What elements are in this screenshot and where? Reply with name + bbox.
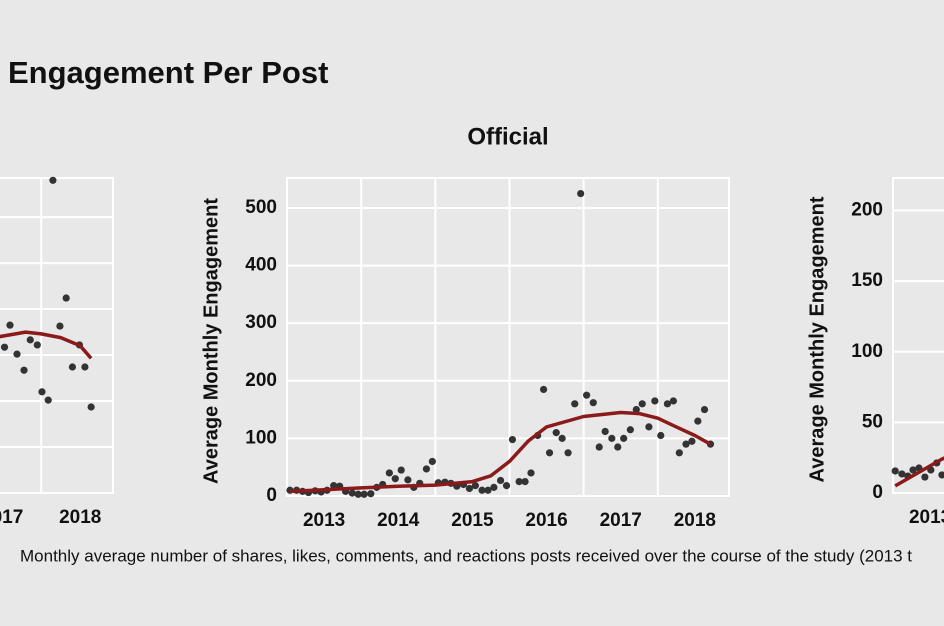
trend-line	[289, 410, 712, 494]
trend-line	[0, 330, 93, 360]
x-tick-label: 2014	[377, 510, 420, 531]
point	[564, 449, 572, 457]
point	[44, 396, 52, 404]
point	[81, 363, 89, 371]
point	[898, 470, 906, 478]
point	[539, 385, 548, 394]
point	[428, 457, 436, 466]
point	[909, 466, 917, 474]
point	[601, 427, 609, 436]
y-tick-label: 500	[245, 197, 277, 218]
point	[688, 437, 696, 445]
y-axis-label: Average Monthly Engagement	[200, 198, 222, 484]
point	[391, 475, 399, 483]
point	[891, 467, 899, 475]
point	[675, 449, 683, 457]
point	[663, 400, 672, 408]
point	[608, 434, 616, 442]
trend-line	[894, 456, 944, 488]
point	[700, 405, 709, 414]
y-tick-label: 400	[245, 255, 277, 276]
point	[571, 400, 579, 408]
point	[921, 473, 929, 481]
point	[589, 399, 597, 407]
point	[404, 476, 412, 484]
point	[33, 341, 41, 349]
point	[694, 417, 702, 425]
x-tick-label: 2015	[451, 510, 494, 531]
point	[490, 483, 498, 491]
plot-border	[0, 177, 114, 494]
point	[49, 176, 57, 184]
x-tick-label: 2013	[909, 507, 944, 528]
point	[354, 490, 362, 498]
point	[478, 486, 486, 494]
point	[657, 431, 665, 440]
point	[360, 490, 368, 498]
point	[62, 294, 70, 302]
x-tick-label: 2018	[59, 507, 101, 528]
y-tick-label: 200	[851, 200, 883, 221]
panel-title: Official	[467, 123, 548, 150]
y-tick-label: 100	[245, 427, 277, 448]
figure-title: Engagement Per Post	[8, 55, 328, 90]
y-tick-label: 150	[851, 270, 883, 291]
point	[0, 343, 9, 351]
point	[348, 489, 356, 497]
point	[422, 465, 431, 473]
y-tick-label: 100	[851, 341, 883, 362]
point	[638, 400, 646, 408]
y-tick-label: 0	[266, 485, 277, 506]
point	[620, 434, 628, 442]
point	[552, 429, 560, 437]
point	[558, 434, 566, 442]
y-tick-label: 50	[862, 411, 883, 432]
point	[367, 490, 375, 498]
point	[577, 189, 585, 198]
point	[669, 397, 677, 405]
point	[651, 397, 659, 405]
plot-border	[892, 177, 944, 494]
x-tick-label: 2016	[525, 510, 567, 531]
point	[26, 336, 34, 344]
point	[508, 435, 517, 444]
point	[397, 466, 405, 474]
point	[545, 449, 554, 457]
point	[496, 476, 505, 485]
point	[938, 471, 944, 479]
plot-border	[286, 177, 730, 497]
point	[68, 363, 77, 371]
y-tick-label: 0	[872, 482, 883, 503]
y-tick-label: 300	[245, 312, 277, 333]
x-tick-label: 2018	[674, 510, 716, 531]
point	[20, 366, 28, 374]
point	[595, 443, 603, 451]
point	[385, 469, 393, 477]
point	[515, 477, 523, 486]
point	[6, 321, 14, 329]
point	[56, 322, 64, 330]
point	[521, 477, 529, 486]
point	[632, 405, 640, 414]
point	[471, 482, 479, 490]
point	[13, 350, 21, 358]
point	[87, 403, 95, 411]
caption: Monthly average number of shares, likes,…	[20, 546, 912, 565]
y-tick-label: 200	[245, 370, 277, 391]
point	[583, 391, 591, 399]
x-tick-label: 2017	[600, 510, 642, 531]
point	[502, 482, 511, 490]
x-tick-label: 2013	[303, 510, 345, 531]
point	[38, 388, 46, 396]
y-axis-label: Average Monthly Engagement	[806, 196, 828, 482]
point	[614, 443, 622, 451]
point	[645, 423, 653, 431]
point	[465, 484, 474, 493]
point	[527, 469, 535, 477]
point	[626, 426, 634, 434]
x-tick-label: 2017	[0, 507, 23, 528]
point	[682, 440, 690, 448]
point	[484, 486, 492, 494]
